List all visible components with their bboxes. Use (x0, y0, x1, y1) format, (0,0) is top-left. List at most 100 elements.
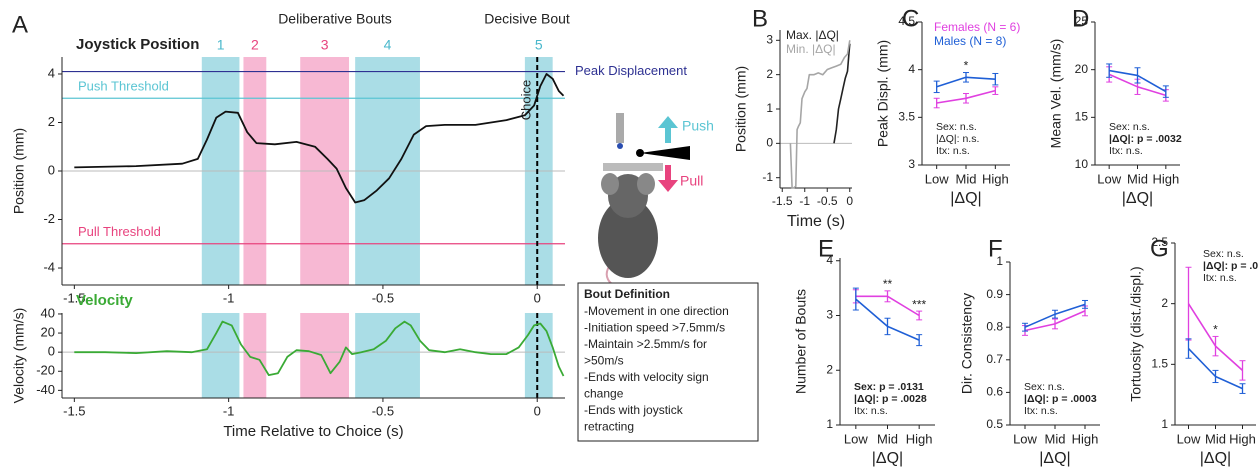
x-axis-label: |ΔQ| (1039, 450, 1070, 467)
x-tick-label: Mid (877, 431, 898, 446)
x-tick-label: High (1229, 431, 1256, 446)
y-axis-label: Position (mm) (11, 128, 27, 214)
stats-line: Sex: n.s. (936, 121, 977, 133)
significance-stars: *** (912, 297, 926, 311)
panel-label: G (1150, 235, 1169, 262)
x-tick-label: Mid (956, 171, 977, 186)
threshold-label: Pull Threshold (78, 224, 161, 239)
y-tick-label: -2 (43, 211, 55, 226)
x-tick-label: -1 (223, 403, 235, 418)
x-axis-label: |ΔQ| (950, 190, 981, 207)
push-arrow (658, 116, 678, 143)
stats-line: Itx: n.s. (854, 405, 888, 417)
y-tick-label: 0.9 (986, 287, 1003, 301)
y-tick-label: 1 (1161, 417, 1168, 431)
y-tick-label: 25 (1075, 14, 1089, 28)
stats-line: |ΔQ|: p = .0003 (1024, 393, 1097, 405)
y-tick-label: 2.5 (1151, 235, 1168, 249)
y-tick-label: -40 (36, 382, 55, 397)
push-label: Push (682, 118, 714, 134)
y-tick-label: 3 (908, 157, 915, 171)
y-axis-label: Tortuosity (dist./displ.) (1128, 266, 1144, 401)
stats-line: Itx: n.s. (936, 145, 970, 157)
x-tick-label: -1.5 (772, 194, 793, 208)
x-tick-label: High (1152, 171, 1179, 186)
x-tick-label: 0 (846, 194, 853, 208)
y-tick-label: -1 (762, 170, 773, 184)
definition-title: Bout Definition (584, 287, 670, 301)
x-tick-label: Mid (1045, 431, 1066, 446)
threshold-label: Push Threshold (78, 79, 169, 94)
bout-definition-box: Bout Definition (577, 282, 759, 442)
y-tick-label: 15 (1075, 110, 1089, 124)
series-line (833, 43, 851, 144)
y-tick-label: 0.8 (986, 319, 1003, 333)
x-axis-label: Time (s) (787, 213, 845, 230)
y-tick-label: -20 (36, 363, 55, 378)
panel-label: F (988, 235, 1003, 262)
y-tick-label: 1 (996, 254, 1003, 268)
y-tick-label: 10 (1075, 157, 1089, 171)
x-tick-label: 0 (534, 290, 541, 305)
panel-label: D (1072, 5, 1089, 32)
annotation: Decisive Bout (484, 11, 570, 27)
pull-arrow (658, 165, 678, 192)
y-tick-label: 0 (48, 344, 55, 359)
significance-stars: * (1213, 323, 1218, 337)
stats-line: |ΔQ|: n.s. (936, 133, 979, 145)
mouse-ear (601, 173, 619, 195)
y-tick-label: 0.7 (986, 352, 1003, 366)
bout-span (300, 313, 349, 398)
x-tick-label: Mid (1205, 431, 1226, 446)
x-tick-label: -0.5 (372, 290, 394, 305)
definition-line: -Initiation speed >7.5mm/s (584, 321, 725, 335)
y-tick-label: 1 (766, 101, 773, 115)
panel-label: C (902, 5, 919, 32)
x-tick-label: High (1072, 431, 1099, 446)
panel-label: E (818, 235, 834, 262)
x-tick-label: -0.5 (817, 194, 838, 208)
x-tick-label: 0 (534, 403, 541, 418)
y-tick-label: 3.5 (898, 110, 915, 124)
bout-number: 1 (217, 37, 225, 53)
y-tick-label: 1.5 (1151, 357, 1168, 371)
y-tick-label: 0 (766, 136, 773, 150)
x-tick-label: Low (1097, 171, 1121, 186)
x-axis-label: |ΔQ| (872, 450, 903, 467)
y-tick-label: 0.6 (986, 385, 1003, 399)
x-tick-label: Low (925, 171, 949, 186)
mouse-body (598, 198, 658, 278)
stats-line: |ΔQ|: p = .0028 (854, 393, 927, 405)
y-tick-label: 3 (826, 308, 833, 322)
y-tick-label: 2 (826, 362, 833, 376)
y-tick-label: 0.5 (986, 417, 1003, 431)
panel-label: A (12, 11, 28, 38)
y-tick-label: 3 (766, 32, 773, 46)
spout (616, 113, 624, 143)
stats-line: Sex: p = .0131 (854, 381, 924, 393)
y-tick-label: 2 (766, 67, 773, 81)
y-tick-label: -4 (43, 259, 55, 274)
x-axis-label: Time Relative to Choice (s) (223, 423, 403, 440)
stats-line: |ΔQ|: p = .0032 (1109, 133, 1182, 145)
legend-entry: Min. |ΔQ| (786, 42, 836, 56)
y-tick-label: 1 (826, 417, 833, 431)
y-tick-label: 4 (48, 65, 55, 80)
x-tick-label: -1 (799, 194, 810, 208)
y-axis-label: Peak Displ. (mm) (875, 40, 891, 147)
joystick-handle (640, 146, 690, 160)
legend-entry: Max. |ΔQ| (786, 28, 839, 42)
chart-title: Joystick Position (76, 36, 199, 53)
x-tick-label: Mid (1127, 171, 1148, 186)
bout-span (524, 313, 553, 398)
y-axis-label: Velocity (mm/s) (11, 308, 27, 404)
bout-number: 2 (251, 37, 259, 53)
legend-entry: Males (N = 8) (934, 34, 1006, 48)
x-tick-label: -0.5 (372, 403, 394, 418)
definition-line: -Movement in one direction (584, 304, 729, 318)
joystick-tip (636, 149, 644, 157)
y-tick-label: 4 (908, 62, 915, 76)
stats-line: Sex: n.s. (1203, 248, 1244, 260)
legend-entry: Females (N = 6) (934, 20, 1020, 34)
